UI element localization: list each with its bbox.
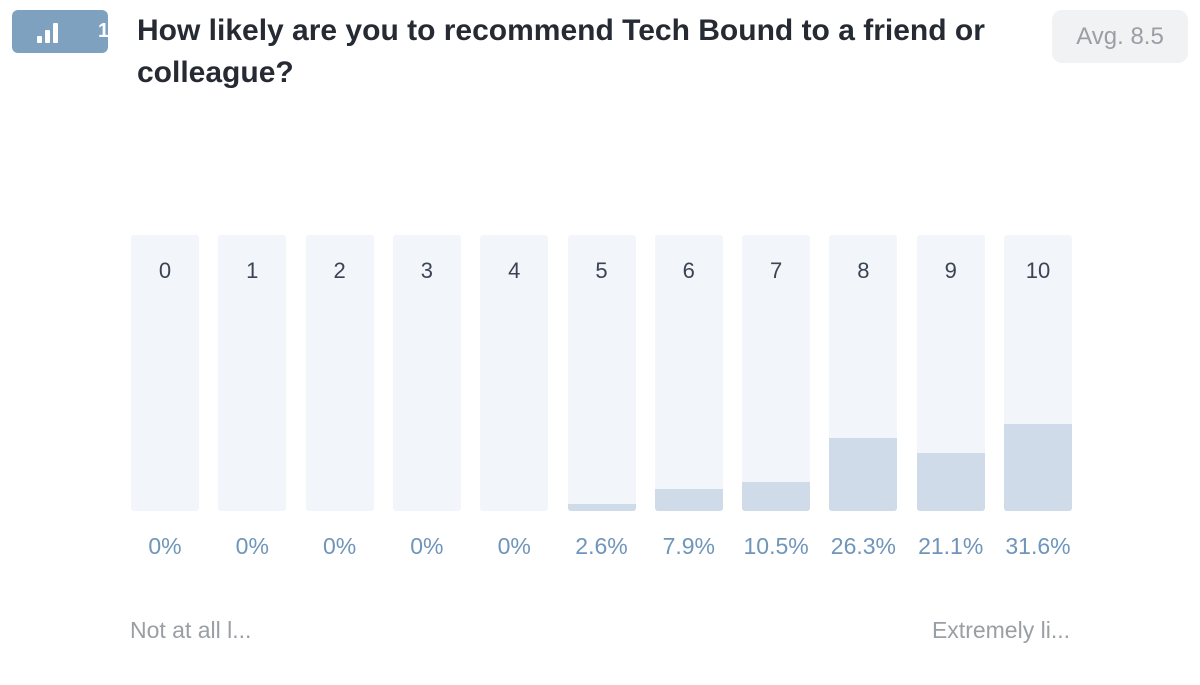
bar-column-2: 2 [305, 235, 374, 511]
bar-percent-label: 2.6% [575, 533, 628, 559]
bar-column-7: 7 [742, 235, 811, 511]
bar-percent-label: 0% [148, 533, 182, 559]
bar-fill-7 [742, 482, 811, 511]
bar-category-label: 4 [508, 258, 521, 283]
bar-fill-9 [916, 452, 985, 511]
bar-category-label: 10 [1025, 258, 1051, 283]
average-badge: Avg. 8.5 [1052, 10, 1188, 63]
bar-chart-icon [37, 23, 61, 43]
bar-category-label: 5 [595, 258, 608, 283]
bar-column-8: 8 [829, 235, 898, 511]
bar-category-label: 3 [420, 258, 434, 283]
bar-percent-label: 31.6% [1005, 533, 1071, 559]
bar-percent-label: 0% [322, 533, 357, 559]
bar-percent-label: 0% [235, 533, 269, 559]
question-badge: 1 [12, 10, 110, 53]
bar-fill-10 [1004, 423, 1072, 511]
question-number: 1 [98, 20, 110, 42]
bar-percent-label: 26.3% [830, 533, 896, 559]
bar-percent-label: 21.1% [918, 533, 984, 559]
bar-category-label: 9 [944, 258, 957, 283]
bar-fill-8 [829, 438, 898, 511]
bar-percent-label: 7.9% [662, 533, 716, 559]
bar-percent-label: 10.5% [743, 533, 809, 559]
bar-category-label: 7 [769, 258, 783, 283]
bar-category-label: 8 [857, 258, 870, 283]
bar-column-1: 1 [218, 235, 287, 511]
bar-column-3: 3 [392, 235, 461, 511]
question-text: How likely are you to recommend Tech Bou… [137, 14, 985, 89]
bar-column-5: 5 [567, 235, 636, 511]
bar-column-4: 4 [480, 235, 549, 511]
bar-column-10: 10 [1004, 235, 1072, 511]
bar-column-9: 9 [916, 235, 985, 511]
bar-fill-6 [654, 489, 723, 511]
bar-fill-5 [567, 503, 636, 511]
bar-category-label: 6 [682, 258, 695, 283]
bar-category-label: 0 [158, 258, 172, 283]
scale-high-label: Extremely li... [931, 617, 1070, 643]
bar-column-0: 0 [131, 235, 199, 511]
bar-category-label: 2 [333, 258, 346, 283]
bar-percent-label: 0% [497, 533, 531, 559]
bar-percent-label: 0% [410, 533, 444, 559]
scale-low-label: Not at all l... [130, 617, 252, 643]
bar-column-6: 6 [654, 235, 723, 511]
bar-category-label: 1 [246, 258, 259, 283]
